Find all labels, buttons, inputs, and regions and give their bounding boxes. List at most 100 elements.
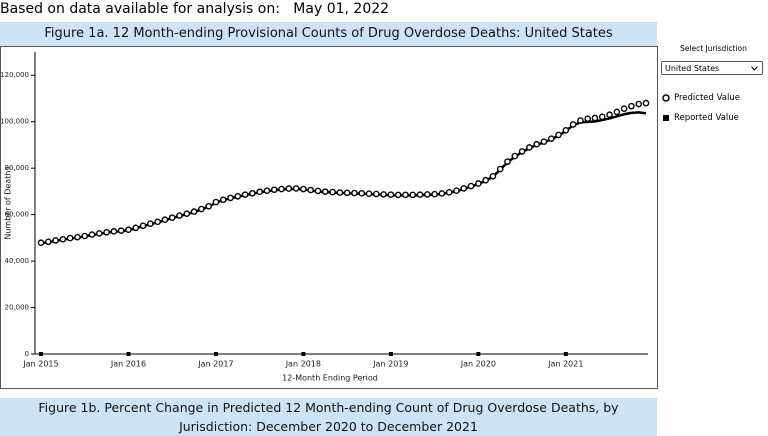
- data-point: [44, 238, 52, 246]
- data-point: [285, 185, 293, 192]
- data-point: [52, 237, 59, 244]
- data-point: [409, 191, 417, 199]
- legend-label: Predicted Value: [674, 93, 740, 103]
- chart-title: Figure 1a. 12 Month-ending Provisional C…: [0, 22, 657, 46]
- x-tick-label: Jan 2021: [547, 360, 583, 369]
- data-point: [336, 189, 344, 196]
- data-point: [431, 190, 438, 198]
- data-point: [314, 187, 322, 195]
- x-tick: [388, 352, 393, 356]
- data-point: [270, 186, 278, 194]
- legend-icon: [662, 94, 670, 102]
- x-tick: [563, 352, 568, 356]
- data-point: [496, 165, 504, 173]
- chart-frame: [0, 46, 658, 389]
- data-point: [460, 185, 468, 192]
- data-point: [569, 121, 577, 128]
- data-point: [88, 231, 96, 238]
- data-point: [445, 189, 453, 196]
- data-point: [416, 191, 424, 198]
- select-chevron: [751, 66, 758, 71]
- data-point: [263, 187, 271, 194]
- data-point: [212, 198, 220, 206]
- data-point: [365, 190, 373, 198]
- header: Based on data available for analysis on:…: [0, 1, 389, 17]
- data-point: [540, 138, 548, 145]
- x-tick: [301, 352, 306, 356]
- data-point: [642, 99, 650, 107]
- x-tick: [126, 352, 131, 356]
- data-point: [74, 233, 81, 241]
- data-point: [81, 232, 89, 240]
- data-point: [358, 189, 366, 197]
- data-point: [110, 228, 118, 235]
- x-tick-label: Jan 2017: [197, 360, 233, 369]
- legend-marker: [662, 94, 670, 102]
- data-point: [635, 100, 643, 108]
- data-point: [547, 135, 555, 142]
- header-label: Based on data available for analysis on:: [0, 1, 280, 17]
- x-tick-label: Jan 2015: [22, 360, 58, 369]
- data-point: [198, 205, 205, 213]
- y-tick-label: 100,000: [0, 118, 29, 126]
- data-point: [475, 180, 482, 187]
- data-point: [37, 239, 45, 247]
- y-tick-label: 0: [25, 350, 29, 358]
- data-point: [562, 126, 570, 134]
- data-point: [278, 185, 285, 193]
- legend-item: Predicted Value: [661, 88, 740, 108]
- data-point: [467, 182, 475, 190]
- data-point: [402, 191, 409, 199]
- y-tick-label: 60,000: [5, 211, 30, 219]
- data-point: [161, 216, 169, 224]
- legend-icon: [663, 115, 669, 121]
- data-point: [394, 191, 402, 199]
- legend-item: Reported Value: [661, 108, 740, 128]
- legend-label: Reported Value: [674, 113, 739, 123]
- data-point: [139, 222, 147, 230]
- data-point: [591, 114, 599, 122]
- jurisdiction-select[interactable]: United States: [661, 61, 763, 75]
- data-point: [343, 189, 351, 197]
- legend-marker: [663, 115, 669, 121]
- data-point: [511, 152, 519, 160]
- x-tick: [213, 352, 218, 356]
- data-point: [147, 220, 154, 227]
- figure-1b-title: Figure 1b. Percent Change in Predicted 1…: [0, 398, 657, 436]
- select-label: Select Jurisdiction: [680, 44, 747, 53]
- y-tick-label: 40,000: [5, 257, 30, 265]
- data-point: [219, 196, 227, 204]
- data-point: [387, 191, 395, 198]
- data-point: [380, 191, 387, 198]
- data-point: [518, 148, 526, 155]
- y-tick-label: 20,000: [5, 304, 30, 312]
- y-tick-label: 120,000: [0, 71, 29, 79]
- data-point: [584, 115, 591, 122]
- data-point: [424, 191, 431, 198]
- data-point: [125, 226, 132, 234]
- data-point: [613, 108, 621, 116]
- data-point: [533, 140, 540, 148]
- data-point: [168, 214, 176, 221]
- legend: Predicted Value Reported Value: [661, 88, 740, 128]
- data-point: [241, 191, 249, 198]
- data-point: [329, 188, 336, 196]
- x-tick-label: Jan 2019: [372, 360, 408, 369]
- chart: Number of Deaths 12-Month Ending Period …: [0, 46, 658, 389]
- x-tick-label: Jan 2016: [110, 360, 146, 369]
- x-tick-label: Jan 2018: [285, 360, 321, 369]
- data-point: [307, 186, 314, 194]
- data-point: [504, 158, 511, 165]
- data-point: [292, 185, 300, 192]
- data-point: [176, 212, 183, 219]
- data-point: [66, 234, 74, 242]
- data-point: [234, 192, 242, 200]
- data-point: [183, 210, 191, 217]
- data-point: [227, 194, 234, 202]
- data-point: [351, 189, 358, 197]
- data-point: [606, 111, 613, 119]
- x-tick: [476, 352, 481, 356]
- header-date: May 01, 2022: [293, 1, 390, 17]
- data-point: [482, 176, 489, 184]
